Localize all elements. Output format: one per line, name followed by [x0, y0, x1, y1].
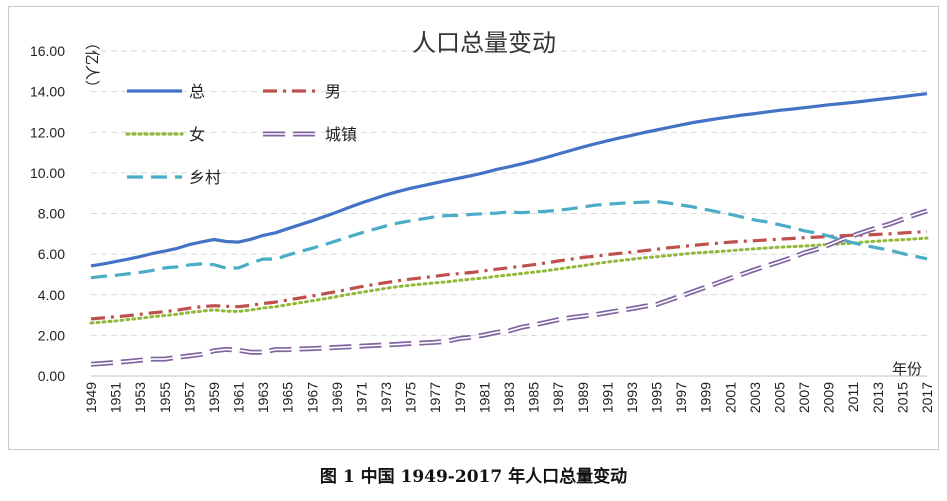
- chart-frame: 0.00 2.00 4.00 6.00 8.00 10.00 12.00 14.00 16.00…: [8, 6, 939, 450]
- x-tick-label: 1965: [280, 382, 296, 413]
- legend-label: 总: [189, 82, 205, 101]
- x-tick-label: 1979: [452, 382, 468, 413]
- chart-title: 人口总量变动: [412, 29, 556, 57]
- series-line-乡村: [90, 199, 928, 280]
- legend-item-乡村: 乡村: [127, 168, 221, 187]
- legend-item-男: 男: [263, 82, 341, 101]
- series-line-城镇: [90, 208, 928, 367]
- legend-item-城镇: 城镇: [263, 125, 357, 144]
- legend-label: 乡村: [189, 168, 221, 187]
- x-tick-label: 1975: [403, 382, 419, 413]
- x-tick-label: 1969: [329, 382, 345, 413]
- x-tick-label: 1977: [427, 382, 443, 413]
- legend-label: 女: [189, 125, 205, 144]
- x-tick-label: 1995: [649, 382, 665, 413]
- legend-item-总: 总: [127, 82, 205, 101]
- x-tick-label: 1985: [526, 382, 542, 413]
- y-axis-ticks: 0.00 2.00 4.00 6.00 8.00 10.00 12.00 14.00 16.00: [30, 43, 65, 384]
- y-tick-label: 12.00: [30, 124, 65, 140]
- x-tick-label: 1987: [550, 382, 566, 413]
- figure-caption: 图 1 中国 1949-2017 年人口总量变动: [319, 467, 628, 487]
- x-tick-label: 1955: [157, 382, 173, 413]
- x-tick-label: 2011: [845, 382, 861, 412]
- y-tick-label: 0.00: [38, 368, 65, 384]
- x-tick-label: 1997: [673, 382, 689, 413]
- x-tick-label: 2003: [747, 382, 763, 413]
- series-line-女: [89, 236, 929, 325]
- gridlines: [91, 50, 927, 377]
- x-tick-label: 2005: [771, 382, 787, 413]
- y-tick-label: 14.00: [30, 84, 65, 100]
- legend-label: 城镇: [325, 125, 357, 144]
- legend-label: 男: [325, 82, 341, 101]
- x-tick-label: 2013: [870, 382, 886, 413]
- population-line-chart: 0.00 2.00 4.00 6.00 8.00 10.00 12.00 14.00 16.00…: [30, 29, 935, 413]
- y-tick-label: 6.00: [38, 246, 65, 262]
- x-tick-label: 1957: [181, 382, 197, 413]
- y-tick-label: 2.00: [38, 327, 65, 343]
- legend-item-女: 女: [125, 125, 205, 144]
- x-tick-label: 1949: [83, 382, 99, 413]
- y-tick-label: 16.00: [30, 43, 65, 59]
- x-tick-label: 2015: [894, 382, 910, 413]
- y-tick-label: 8.00: [38, 206, 65, 222]
- x-tick-label: 1967: [304, 382, 320, 413]
- y-axis-label: （亿人）: [83, 35, 101, 95]
- y-tick-label: 10.00: [30, 165, 65, 181]
- x-tick-label: 1989: [575, 382, 591, 413]
- x-tick-label: 1991: [599, 382, 615, 413]
- x-tick-label: 1959: [206, 382, 222, 413]
- x-tick-label: 1973: [378, 382, 394, 413]
- x-tick-label: 1981: [476, 382, 492, 413]
- x-tick-label: 2009: [821, 382, 837, 413]
- x-axis-label: 年份: [892, 360, 922, 378]
- y-tick-label: 4.00: [38, 287, 65, 303]
- x-tick-label: 1953: [132, 382, 148, 413]
- series-line-男: [90, 230, 928, 321]
- x-tick-label: 1993: [624, 382, 640, 413]
- x-tick-label: 2007: [796, 382, 812, 413]
- x-tick-label: 1963: [255, 382, 271, 413]
- x-tick-label: 1961: [231, 382, 247, 413]
- x-tick-label: 1983: [501, 382, 517, 413]
- x-tick-label: 2001: [722, 382, 738, 413]
- x-tick-label: 2017: [919, 382, 935, 413]
- series-line-总: [90, 92, 928, 268]
- x-tick-label: 1951: [108, 382, 124, 413]
- x-axis-ticks: 1949 1951 1953 1955 1957 1959 1961 1963 1965 1967…: [83, 382, 935, 413]
- x-tick-label: 1999: [698, 382, 714, 413]
- series-lines: [89, 92, 929, 367]
- x-tick-label: 1971: [353, 382, 369, 413]
